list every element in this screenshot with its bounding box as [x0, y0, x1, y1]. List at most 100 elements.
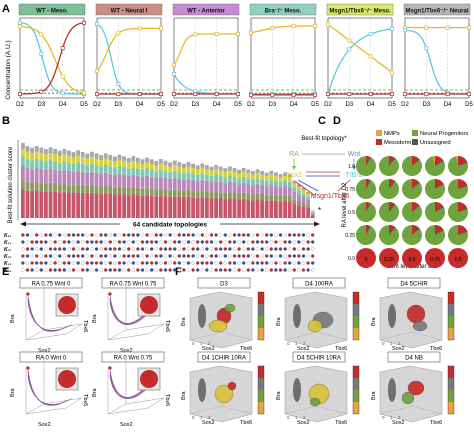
panel-f-cluster	[307, 319, 323, 333]
panel-b-bar-segment	[214, 180, 218, 192]
panel-b-dot	[214, 268, 218, 272]
panel-b-dot	[172, 240, 177, 244]
panel-b-dot	[292, 240, 297, 244]
panel-b-bar-segment	[172, 170, 177, 178]
panel-b-bar-segment	[39, 182, 44, 192]
panel-b-dot	[223, 261, 228, 265]
panel-a-xtick: D4	[59, 102, 67, 108]
panel-f-axis-x: Sox2	[297, 346, 310, 352]
panel-f-colorbar-segment	[353, 292, 359, 304]
panel-b-bar-segment	[182, 173, 186, 181]
panel-b-dot	[232, 233, 237, 237]
panel-b-bar-segment	[48, 160, 53, 169]
panel-f-label: D4 5CHIR	[400, 282, 428, 288]
panel-b-bar-segment	[209, 182, 214, 193]
panel-b-dot	[30, 247, 34, 251]
panel-e-axis-y: Tbx6	[164, 320, 170, 332]
panel-b-bar-segment	[278, 196, 283, 202]
panel-b-dot	[145, 268, 149, 272]
panel-e-plot-4: RA 0 Wnt 0.75 Sox2 Tbx6 Bra	[92, 351, 170, 428]
panel-d-pie	[425, 248, 445, 268]
panel-b-arrow-right-head	[314, 221, 320, 227]
panel-b-dot	[103, 240, 108, 244]
panel-a-marker	[326, 92, 330, 96]
panel-b-bar-segment	[76, 155, 80, 163]
panel-b-dot	[301, 233, 306, 237]
panel-b-dot	[113, 240, 117, 244]
panel-e-axes	[107, 356, 165, 415]
panel-b-dot	[44, 233, 48, 237]
panel-f-tick: 2	[303, 415, 306, 420]
panel-b-bar-segment	[237, 193, 241, 200]
panel-a-marker	[116, 31, 121, 36]
panel-b-dot	[297, 268, 301, 272]
panel-b-bar-segment	[177, 190, 182, 197]
panel-b-bar-segment	[154, 196, 159, 218]
panel-b-dot	[232, 261, 237, 265]
panel-b-dot	[159, 254, 163, 258]
panel-b-dot	[297, 240, 301, 244]
pie-slice-unassigned	[458, 184, 468, 189]
panel-e-axis-z: Bra	[92, 314, 98, 324]
panel-b-dot	[292, 254, 297, 258]
panel-b-dot	[274, 247, 278, 251]
panel-b-bar-segment	[232, 183, 237, 193]
panel-b-bar-segment	[177, 172, 182, 179]
panel-b-arrow-left-head	[20, 221, 26, 227]
panel-b-dot	[287, 240, 292, 244]
panel-b-bar-segment	[228, 175, 232, 182]
panel-b-dot	[209, 268, 214, 272]
panel-f-colorbar-segment	[448, 366, 454, 378]
panel-b-dot	[260, 261, 264, 265]
panel-a-title-box	[249, 3, 317, 16]
panel-b-dot	[21, 240, 25, 244]
panel-b-bar-segment	[292, 203, 297, 219]
panel-a-xtick: D2	[93, 102, 101, 108]
panel-b-bar-segment	[186, 178, 191, 190]
panel-b-bar-segment	[154, 165, 159, 172]
panel-b-dot	[223, 247, 228, 251]
panel-b-dot	[76, 247, 80, 251]
panel-b-bar-segment	[186, 196, 191, 218]
panel-b-dot	[99, 254, 103, 258]
panel-b-dot	[25, 261, 30, 265]
panel-b-bar-segment	[67, 192, 71, 218]
panel-b-bar-segment	[301, 193, 306, 197]
panel-a-marker	[18, 92, 22, 96]
panel-b-bar-segment	[274, 195, 278, 201]
panel-b-dot	[205, 261, 209, 265]
panel-e-axis-z: Bra	[92, 388, 98, 398]
panel-b-bar-segment	[103, 153, 108, 159]
panel-a-xtick: D5	[311, 102, 319, 108]
panel-b-dot	[149, 268, 154, 272]
panel-b-bar-segment	[292, 180, 297, 184]
panel-b-bar-segment	[99, 160, 103, 167]
panel-b-bar-segment	[255, 184, 260, 194]
panel-b-dot	[251, 233, 255, 237]
panel-b-dot	[260, 268, 264, 272]
panel-b-bar-segment	[30, 168, 34, 183]
panel-d-legend-label: Unassigned	[420, 140, 451, 146]
panel-letter-d: D	[333, 115, 341, 127]
panel-e-start-marker	[26, 292, 30, 296]
panel-f-tick: 1	[200, 415, 203, 420]
panel-a-marker	[82, 90, 86, 95]
panel-b-bar-segment	[177, 162, 182, 167]
panel-b-dot	[48, 268, 53, 272]
panel-b-dot	[223, 268, 228, 272]
panel-b-dot	[237, 261, 241, 265]
panel-b-bar-segment	[99, 194, 103, 218]
panel-b-dot	[177, 233, 182, 237]
panel-b-dot	[287, 268, 292, 272]
panel-b-bar-segment	[191, 190, 195, 198]
panel-b-bar-segment	[48, 168, 53, 183]
panel-a-plot-1: WT - Meso. D2 D3 D4 D5	[16, 3, 88, 108]
panel-d-pie	[402, 156, 422, 176]
panel-b-dot	[172, 233, 177, 237]
panel-f-colorbar-segment	[353, 328, 359, 340]
panel-b-dot	[255, 261, 260, 265]
panel-a-marker	[193, 92, 198, 96]
panel-b-dot	[283, 268, 287, 272]
panel-b-dot	[113, 254, 117, 258]
panel-b-dot	[264, 247, 269, 251]
